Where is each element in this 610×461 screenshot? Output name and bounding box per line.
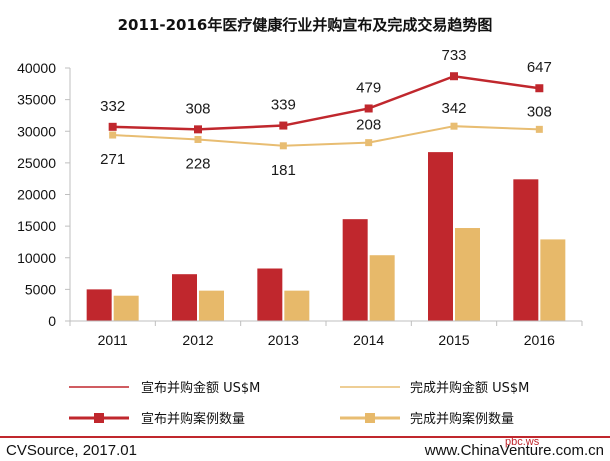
line-series [108, 72, 544, 150]
x-tick-label: 2016 [524, 332, 555, 348]
bar-series [86, 152, 566, 321]
label-completed-count: 208 [356, 117, 381, 134]
y-tick-label: 0 [48, 313, 56, 329]
y-tick-label: 5000 [25, 281, 56, 297]
label-announced-count: 647 [527, 59, 552, 76]
label-announced-count: 308 [185, 100, 210, 117]
bar-announced-amount [86, 289, 112, 321]
marker-announced-count [194, 125, 202, 134]
legend-swatch-completed-count-marker [365, 413, 375, 423]
marker-completed-count [279, 142, 287, 150]
label-announced-count: 479 [356, 79, 381, 96]
bar-completed-amount [369, 255, 395, 321]
x-tick-label: 2013 [268, 332, 299, 348]
point-labels: 332 308 339 479 733 647 271 228 181 208 342 308 [100, 47, 552, 179]
footer: CVSource, 2017.01 www.ChinaVenture.com.c… [0, 436, 610, 459]
line-completed-count [112, 125, 540, 147]
y-tick-label: 30000 [17, 123, 56, 139]
bar-announced-amount [513, 179, 539, 321]
label-completed-count: 342 [441, 100, 466, 117]
bar-announced-amount [172, 274, 197, 321]
y-axis: 0 5000 10000 15000 20000 25000 30000 35000 40000 [17, 60, 71, 329]
legend-label-announced-amount: 宣布并购金额 US$M [141, 380, 260, 396]
label-completed-count: 181 [271, 162, 296, 179]
bar-completed-amount [113, 295, 139, 321]
label-announced-count: 733 [441, 47, 466, 64]
label-announced-count: 332 [100, 98, 125, 115]
legend-label-completed-amount: 完成并购金额 US$M [410, 380, 529, 396]
legend-swatch-announced-count-marker [94, 413, 104, 423]
marker-announced-count [450, 72, 458, 81]
label-completed-count: 308 [527, 103, 552, 120]
marker-completed-count [450, 122, 458, 130]
x-tick-label: 2012 [182, 332, 213, 348]
source-note: CVSource, 2017.01 [6, 442, 137, 459]
x-tick-label: 2015 [438, 332, 469, 348]
bar-announced-amount [428, 152, 453, 321]
bar-announced-amount [257, 268, 283, 321]
marker-completed-count [535, 125, 543, 133]
y-tick-label: 35000 [17, 92, 56, 108]
marker-announced-count [279, 121, 288, 130]
bar-announced-amount [342, 219, 368, 321]
marker-completed-count [109, 131, 117, 139]
marker-announced-count [108, 122, 117, 131]
marker-announced-count [535, 84, 544, 93]
y-tick-label: 25000 [17, 155, 56, 171]
watermark: pbc.ws [505, 436, 540, 448]
bar-completed-amount [540, 239, 566, 321]
legend-label-completed-count: 完成并购案例数量 [410, 411, 514, 427]
label-completed-count: 228 [185, 155, 210, 172]
label-announced-count: 339 [271, 97, 296, 114]
y-tick-label: 15000 [17, 218, 56, 234]
marker-completed-count [365, 139, 373, 147]
y-tick-label: 20000 [17, 187, 56, 203]
label-completed-count: 271 [100, 151, 125, 168]
legend-label-announced-count: 宣布并购案例数量 [141, 411, 245, 427]
bar-completed-amount [455, 228, 480, 321]
marker-announced-count [364, 104, 373, 113]
line-announced-count [112, 74, 540, 131]
bar-completed-amount [199, 290, 224, 321]
bar-completed-amount [284, 290, 310, 321]
x-axis: 2011 2012 2013 2014 2015 2016 [69, 320, 583, 348]
y-tick-label: 40000 [17, 60, 56, 76]
website-link[interactable]: www.ChinaVenture.com.cn [424, 442, 604, 459]
x-tick-label: 2014 [353, 332, 384, 348]
marker-completed-count [194, 135, 202, 143]
x-tick-label: 2011 [98, 332, 128, 348]
y-tick-label: 10000 [17, 250, 56, 266]
chart-title: 2011-2016年医疗健康行业并购宣布及完成交易趋势图 [118, 16, 493, 34]
legend: 宣布并购金额 US$M 完成并购金额 US$M 宣布并购案例数量 完成并购案例数… [69, 380, 529, 427]
